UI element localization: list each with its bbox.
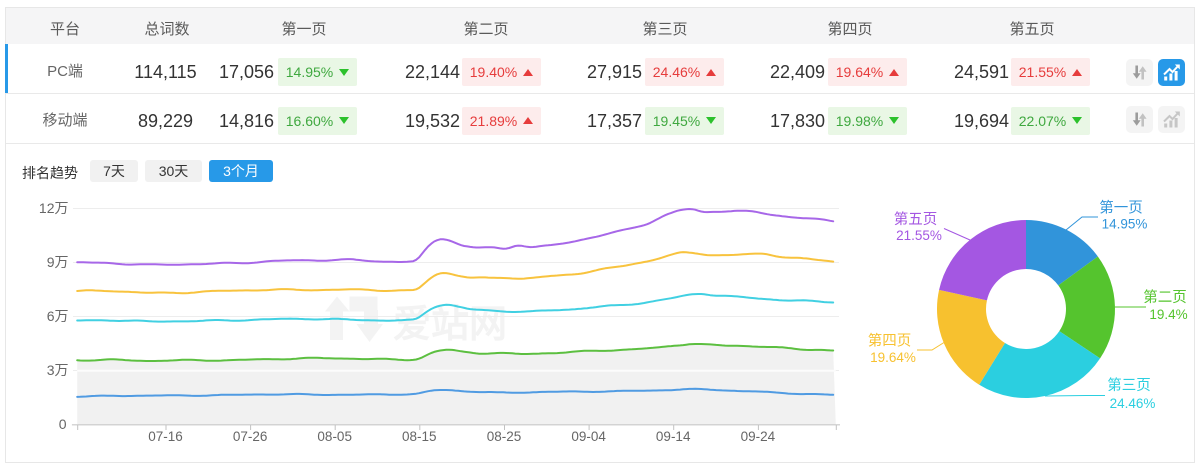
svg-text:07-26: 07-26 xyxy=(233,429,268,444)
svg-text:08-05: 08-05 xyxy=(317,429,352,444)
svg-text:19.4%: 19.4% xyxy=(1149,307,1187,322)
svg-text:第二页: 第二页 xyxy=(1143,288,1187,306)
svg-text:9万: 9万 xyxy=(47,254,69,270)
svg-text:07-16: 07-16 xyxy=(148,429,183,444)
svg-text:第一页: 第一页 xyxy=(1099,199,1143,217)
svg-text:24.46%: 24.46% xyxy=(1110,396,1156,411)
svg-text:08-15: 08-15 xyxy=(402,429,437,444)
svg-text:09-04: 09-04 xyxy=(571,429,606,444)
svg-text:19.64%: 19.64% xyxy=(870,350,916,365)
svg-text:第五页: 第五页 xyxy=(894,210,938,228)
svg-text:第四页: 第四页 xyxy=(868,332,912,350)
svg-text:第三页: 第三页 xyxy=(1107,376,1151,394)
svg-text:09-24: 09-24 xyxy=(741,429,776,444)
svg-text:3万: 3万 xyxy=(47,362,69,378)
svg-text:21.55%: 21.55% xyxy=(896,228,942,243)
svg-text:12万: 12万 xyxy=(39,200,69,216)
svg-text:09-14: 09-14 xyxy=(656,429,691,444)
svg-text:6万: 6万 xyxy=(47,308,69,324)
svg-text:08-25: 08-25 xyxy=(487,429,522,444)
svg-text:0: 0 xyxy=(59,416,67,432)
svg-text:14.95%: 14.95% xyxy=(1102,217,1148,232)
